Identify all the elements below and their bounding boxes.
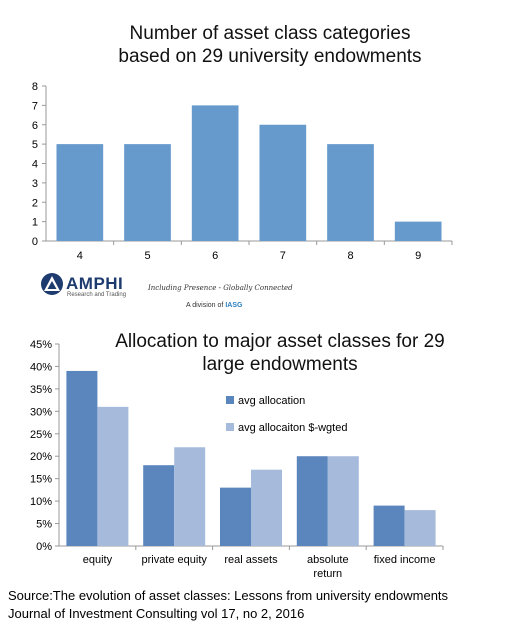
chart2-bar-series2 xyxy=(404,510,436,546)
chart1-bar xyxy=(259,124,307,241)
chart1-x-tick-label: 4 xyxy=(77,250,83,262)
chart1-y-tick-label: 5 xyxy=(32,139,38,151)
chart2-y-tick-label: 45% xyxy=(30,339,52,351)
division-text: A division of xyxy=(186,302,224,309)
chart2-legend-label: avg allocaiton $-wgted xyxy=(238,422,347,434)
chart2-y-tick-label: 10% xyxy=(30,496,52,508)
chart2-x-tick-label: private equity xyxy=(141,554,207,566)
chart2-x-tick-label: return xyxy=(313,568,342,580)
chart1-bar xyxy=(124,144,171,241)
chart2-bar-series2 xyxy=(327,456,359,546)
amphi-logo-icon xyxy=(41,273,63,295)
chart2-legend-label: avg allocation xyxy=(238,395,305,407)
chart1-title-line2: based on 29 university endowments xyxy=(118,46,422,67)
chart2-title-line2: large endowments xyxy=(202,354,358,375)
chart2-bar-series2 xyxy=(174,447,206,546)
chart1-y-tick-label: 1 xyxy=(32,217,38,229)
chart1-x-tick-label: 9 xyxy=(415,250,421,262)
chart2-bar-series1 xyxy=(66,370,98,546)
chart1-title-line1: Number of asset class categories xyxy=(129,23,411,44)
chart1-y-tick-label: 8 xyxy=(32,81,38,93)
chart2-legend-swatch xyxy=(226,423,234,431)
chart2-bar-series2 xyxy=(251,469,282,546)
amphi-logo-name: AMPHI xyxy=(66,274,124,293)
chart2-y-tick-label: 40% xyxy=(30,361,52,373)
chart1-y-tick-label: 7 xyxy=(32,100,38,112)
division-parent: IASG xyxy=(225,302,243,309)
chart1-y-tick-label: 0 xyxy=(32,236,38,248)
chart2-y-tick-label: 20% xyxy=(30,451,52,463)
chart2-bar-series1 xyxy=(220,487,251,546)
chart1-bar xyxy=(56,144,104,241)
chart2-y-tick-label: 5% xyxy=(36,519,52,531)
chart1-bar xyxy=(327,144,374,241)
chart2-bar-series1 xyxy=(373,505,405,546)
chart2-x-tick-label: fixed income xyxy=(374,554,436,566)
source-citation: Source:The evolution of asset classes: L… xyxy=(8,587,518,623)
chart2-x-tick-label: absolute xyxy=(307,554,349,566)
chart2-x-tick-label: real assets xyxy=(224,554,278,566)
chart2-bar-series1 xyxy=(296,456,328,546)
chart2-y-tick-label: 25% xyxy=(30,429,52,441)
chart2-y-tick-label: 30% xyxy=(30,406,52,418)
amphi-logo: AMPHI Research and Trading Including Pre… xyxy=(40,270,370,320)
chart2-title-line1: Allocation to major asset classes for 29 xyxy=(115,331,445,352)
amphi-logo-subtitle: Research and Trading xyxy=(67,292,127,298)
chart2-x-tick-label: equity xyxy=(83,554,113,566)
chart1-bar xyxy=(394,221,442,241)
chart2-y-tick-label: 35% xyxy=(30,384,52,396)
chart1-bar xyxy=(191,105,239,241)
chart1-x-tick-label: 8 xyxy=(347,250,353,262)
chart2-bar-series1 xyxy=(143,465,175,546)
chart2-bar-series2 xyxy=(97,406,129,546)
chart1-y-tick-label: 2 xyxy=(32,197,38,209)
chart1-x-tick-label: 5 xyxy=(144,250,150,262)
chart1-y-tick-label: 3 xyxy=(32,178,38,190)
amphi-logo-division: A division of IASG xyxy=(186,302,242,309)
chart1-y-tick-label: 6 xyxy=(32,120,38,132)
chart2-y-tick-label: 0% xyxy=(36,541,52,553)
chart1-x-tick-label: 6 xyxy=(212,250,218,262)
chart2-y-tick-label: 15% xyxy=(30,474,52,486)
chart1-title: Number of asset class categories based o… xyxy=(40,22,500,68)
amphi-logo-tagline: Including Presence - Globally Connected xyxy=(148,284,293,292)
chart1-y-tick-label: 4 xyxy=(32,159,38,171)
chart2-legend-swatch xyxy=(226,396,234,404)
chart1-x-tick-label: 7 xyxy=(280,250,286,262)
source-line2: Journal of Investment Consulting vol 17,… xyxy=(8,606,305,621)
source-line1: Source:The evolution of asset classes: L… xyxy=(8,588,449,603)
chart2-title: Allocation to major asset classes for 29… xyxy=(60,330,500,376)
